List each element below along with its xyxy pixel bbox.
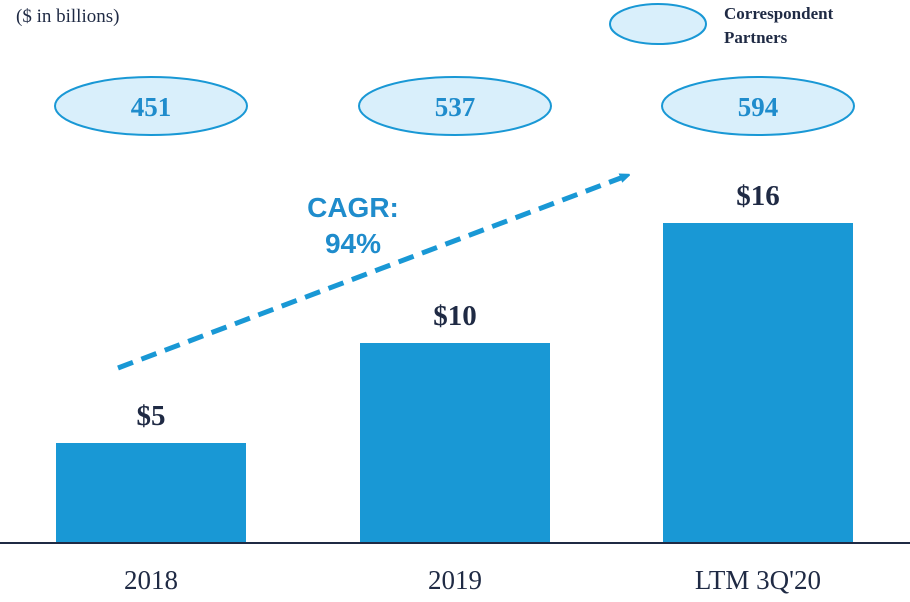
partner-bubble bbox=[661, 76, 855, 136]
bar bbox=[360, 343, 550, 543]
partner-count-label: 451 bbox=[131, 92, 172, 122]
partner-bubbles: 451 537 594 bbox=[54, 76, 855, 136]
cagr-value: 94% bbox=[325, 228, 381, 259]
bar bbox=[663, 223, 853, 543]
partner-count-label: 594 bbox=[738, 92, 779, 122]
cagr-arrow bbox=[117, 176, 626, 371]
bar bbox=[56, 443, 246, 543]
legend-bubble-icon bbox=[609, 3, 707, 45]
x-tick-label: 2018 bbox=[124, 565, 178, 595]
legend-label: Correspondent Partners bbox=[724, 4, 834, 47]
bar-value-label: $5 bbox=[137, 400, 166, 432]
bar-value-label: $16 bbox=[736, 180, 780, 212]
bars: $5 2018 $10 2019 $16 LTM 3Q'20 bbox=[56, 180, 853, 595]
x-tick-label: 2019 bbox=[428, 565, 482, 595]
cagr-label: CAGR: bbox=[307, 192, 399, 223]
x-tick-label: LTM 3Q'20 bbox=[695, 565, 821, 595]
partner-count-label: 537 bbox=[435, 92, 476, 122]
partner-bubble bbox=[54, 76, 248, 136]
unit-label: ($ in billions) bbox=[16, 6, 120, 27]
bar-value-label: $10 bbox=[433, 300, 477, 332]
partner-bubble bbox=[358, 76, 552, 136]
